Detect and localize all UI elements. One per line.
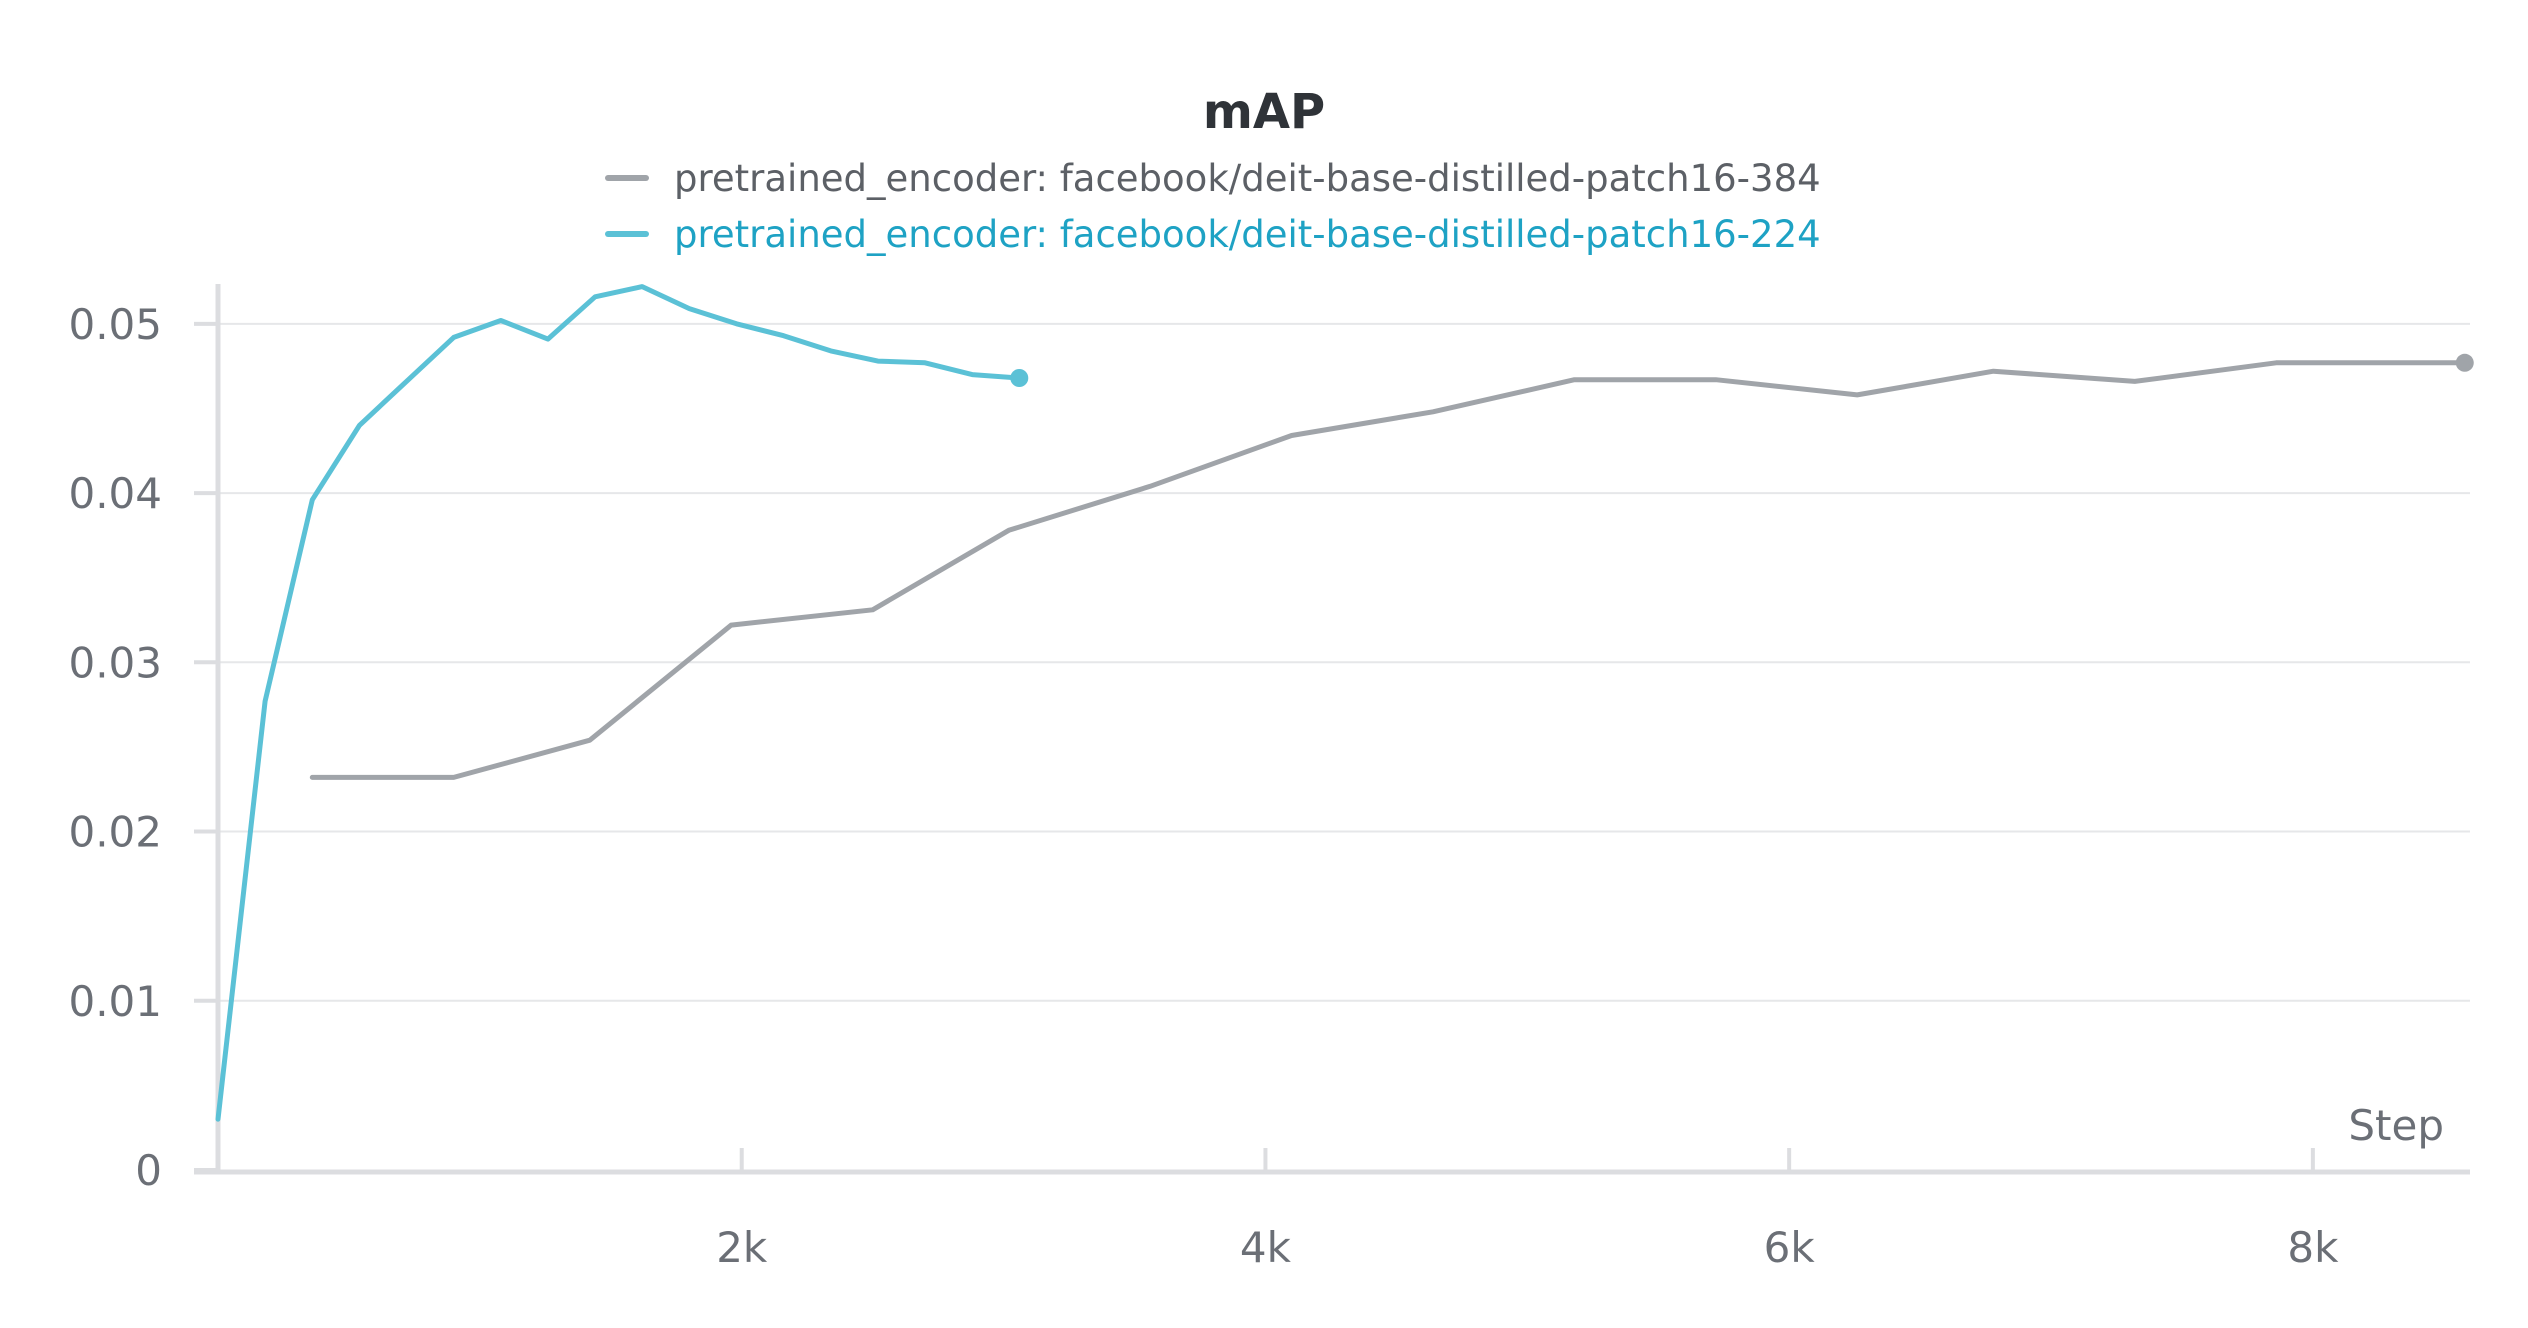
x-tick-label: 6k: [1764, 1223, 1816, 1272]
y-tick-label: 0.05: [68, 300, 162, 349]
legend-label-224: pretrained_encoder: facebook/deit-base-d…: [674, 213, 1821, 256]
series-end-point-0: [2455, 353, 2474, 372]
legend: pretrained_encoder: facebook/deit-base-d…: [605, 157, 1821, 256]
series-end-point-1: [1010, 369, 1029, 387]
legend-label-384: pretrained_encoder: facebook/deit-base-d…: [674, 157, 1821, 200]
y-tick-label: 0.03: [68, 638, 162, 687]
y-tick-label: 0.01: [68, 977, 162, 1026]
axes: [194, 284, 2470, 1175]
legend-item-384[interactable]: pretrained_encoder: facebook/deit-base-d…: [605, 157, 1821, 200]
y-tick-label: 0: [135, 1146, 162, 1195]
y-tick-label: 0.04: [68, 469, 162, 518]
series-line-1: [215, 284, 1022, 1122]
x-axis-label: Step: [2348, 1101, 2444, 1150]
grid-lines: [218, 322, 2470, 1002]
series-lines: [215, 284, 2474, 1122]
x-tick-label: 4k: [1240, 1223, 1292, 1272]
tick-labels: 0 0.01 0.02 0.03 0.04 0.05 2k 4k 6k 8k: [68, 300, 2339, 1272]
y-tick-label: 0.02: [68, 808, 162, 857]
x-tick-label: 8k: [2287, 1223, 2339, 1272]
series-line-0: [309, 360, 2468, 780]
x-tick-label: 2k: [716, 1223, 768, 1272]
legend-item-224[interactable]: pretrained_encoder: facebook/deit-base-d…: [605, 213, 1821, 256]
chart-title: mAP: [1203, 84, 1325, 140]
